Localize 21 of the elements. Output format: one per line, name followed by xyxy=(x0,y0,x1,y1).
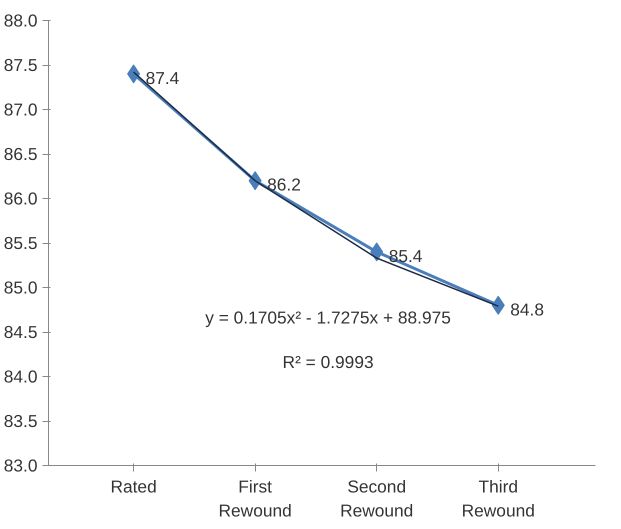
y-tick-label: 84.0 xyxy=(4,366,38,386)
data-label: 87.4 xyxy=(146,68,180,88)
y-tick-label: 87.0 xyxy=(4,100,38,120)
x-tick-label: First Rewound xyxy=(218,476,292,520)
data-label: 86.2 xyxy=(267,174,301,195)
y-tick-label: 85.5 xyxy=(4,233,38,253)
y-tick-label: 86.0 xyxy=(4,188,38,208)
y-tick-label: 87.5 xyxy=(4,55,38,75)
data-label: 85.4 xyxy=(388,246,423,266)
data-label: 84.8 xyxy=(510,299,544,320)
y-tick-label: 88.0 xyxy=(4,10,38,30)
x-tick-label: Third Rewound xyxy=(462,476,535,520)
y-tick-label: 83.0 xyxy=(4,456,38,476)
annotation: R² = 0.9993 xyxy=(282,352,374,372)
y-tick-label: 84.5 xyxy=(4,322,38,342)
x-tick-label: Rated xyxy=(110,476,157,496)
y-tick-label: 85.0 xyxy=(4,278,38,298)
annotation: y = 0.1705x² - 1.7275x + 88.975 xyxy=(205,308,451,328)
y-tick-label: 83.5 xyxy=(4,411,38,431)
y-tick-label: 86.5 xyxy=(4,144,38,164)
x-tick-label: Second Rewound xyxy=(340,476,414,520)
